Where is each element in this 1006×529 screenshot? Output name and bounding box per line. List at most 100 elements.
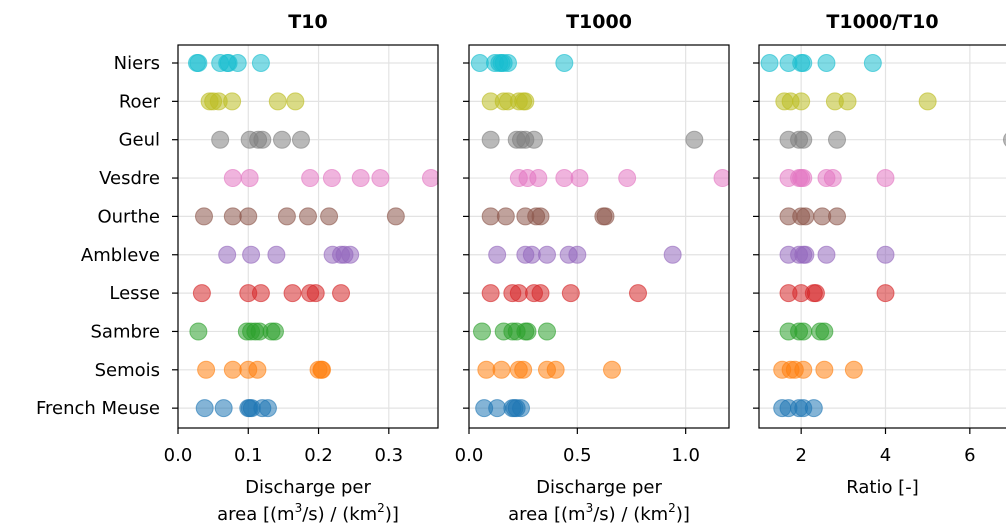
data-point — [796, 207, 815, 226]
data-point — [555, 169, 574, 188]
category-label-sambre: Sambre — [91, 321, 161, 342]
data-point — [525, 130, 543, 149]
x-tick-label: 1.0 — [671, 445, 700, 466]
data-point — [570, 169, 589, 188]
data-point — [555, 54, 574, 72]
data-point — [538, 245, 556, 264]
points-group — [187, 54, 438, 418]
data-point — [863, 54, 882, 72]
data-point — [794, 169, 813, 188]
data-point — [248, 360, 267, 379]
data-point — [251, 284, 270, 303]
data-point — [218, 245, 237, 264]
data-point — [663, 245, 682, 264]
data-point — [223, 360, 242, 379]
data-point — [268, 92, 287, 111]
data-point — [371, 169, 390, 188]
data-point — [876, 284, 895, 303]
data-point — [488, 399, 507, 418]
data-point — [228, 54, 247, 72]
data-point — [817, 245, 836, 264]
data-point — [760, 54, 779, 72]
data-point — [522, 245, 541, 264]
data-point — [817, 54, 836, 72]
data-point — [876, 245, 895, 264]
data-point — [195, 399, 214, 418]
data-point — [240, 169, 259, 188]
data-point — [1003, 132, 1006, 147]
data-point — [277, 207, 296, 226]
category-labels: Niers Roer Geul Vesdre Ourthe Ambleve Lesse Sam… — [36, 53, 161, 419]
x-tick-label: 0.1 — [234, 445, 263, 466]
data-point — [477, 360, 496, 379]
category-label-geul: Geul — [119, 130, 160, 151]
data-point — [876, 169, 895, 188]
data-point — [223, 169, 242, 188]
points-group — [470, 54, 729, 418]
data-point — [713, 169, 729, 188]
data-point — [538, 322, 556, 341]
panel-title: T1000/T10 — [826, 11, 938, 33]
category-label-semois: Semois — [95, 360, 160, 381]
data-point — [322, 169, 341, 188]
data-point — [313, 360, 332, 379]
data-point — [806, 284, 825, 303]
x-tick-label: 0.5 — [563, 445, 592, 466]
x-axis-label: Ratio [-] — [846, 477, 918, 498]
data-point — [251, 54, 270, 72]
x-tick-label: 2 — [795, 445, 806, 466]
data-point — [568, 245, 587, 264]
x-tick-label: 6 — [964, 445, 975, 466]
x-tick-label: 0.0 — [164, 445, 193, 466]
data-point — [804, 399, 823, 418]
axes-frame — [177, 44, 439, 429]
data-point — [197, 360, 216, 379]
data-point — [283, 284, 302, 303]
data-point — [332, 284, 351, 303]
data-point — [267, 245, 286, 264]
data-point — [189, 322, 208, 341]
data-point — [546, 360, 565, 379]
data-point — [685, 130, 704, 149]
data-point — [265, 322, 284, 341]
x-tick-label: 0.0 — [455, 445, 484, 466]
x-tick-label: 0.2 — [304, 445, 333, 466]
data-point — [253, 130, 272, 149]
chart-panels: 0.0 0.1 0.2 0.3 T10 Discharge per area [(m3/s)… — [164, 11, 1006, 525]
category-label-french-meuse: French Meuse — [36, 398, 160, 419]
data-point — [320, 207, 339, 226]
data-point — [629, 284, 647, 303]
data-point — [481, 130, 500, 149]
category-label-roer: Roer — [119, 91, 161, 112]
data-point — [386, 207, 405, 226]
x-axis-label-line1: Discharge per — [536, 477, 662, 498]
data-point — [509, 284, 528, 303]
data-point — [516, 92, 535, 111]
data-point — [286, 92, 305, 111]
category-label-lesse: Lesse — [109, 283, 160, 304]
data-point — [514, 360, 533, 379]
data-point — [828, 130, 847, 149]
data-point — [189, 54, 208, 72]
data-point — [341, 245, 360, 264]
data-point — [258, 399, 277, 418]
category-label-ambleve: Ambleve — [81, 245, 160, 266]
data-point — [531, 207, 550, 226]
data-point — [815, 360, 834, 379]
data-point — [561, 284, 580, 303]
x-axis-label-line2: area [(m3/s) / (km2)] — [508, 501, 690, 525]
data-point — [211, 130, 230, 149]
data-point — [481, 207, 500, 226]
data-point — [794, 360, 813, 379]
data-point — [273, 130, 291, 149]
data-point — [838, 92, 857, 111]
data-point — [618, 169, 637, 188]
data-point — [531, 284, 550, 303]
x-tick-label: 4 — [880, 445, 891, 466]
data-point — [421, 169, 438, 188]
data-point — [481, 284, 500, 303]
data-point — [291, 130, 310, 149]
data-point — [306, 284, 325, 303]
data-point — [192, 284, 211, 303]
